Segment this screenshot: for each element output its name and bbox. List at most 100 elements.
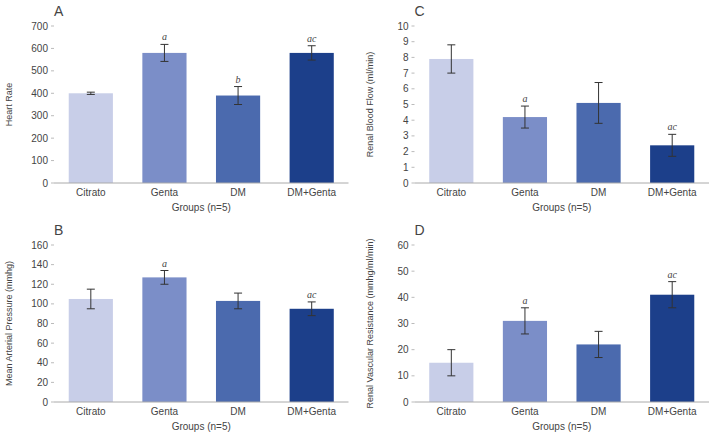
error-bar [521, 106, 529, 128]
panel-title: D [415, 222, 425, 238]
y-tick-label: 6 [403, 83, 409, 94]
significance-label: a [162, 258, 167, 269]
error-bars [447, 282, 676, 376]
y-tick-label: 2 [403, 146, 409, 157]
y-tick-label: 600 [31, 43, 48, 54]
x-tick-label: DM+Genta [287, 406, 336, 417]
significance-label: a [522, 93, 527, 104]
y-tick [51, 138, 54, 139]
error-bars [87, 271, 316, 316]
y-tick-label: 20 [397, 344, 409, 355]
y-tick-label: 100 [31, 298, 48, 309]
x-tick-label: DM [591, 187, 607, 198]
x-tick-label: Genta [511, 187, 539, 198]
error-bar [595, 83, 603, 124]
y-tick-label: 100 [31, 155, 48, 166]
y-tick [412, 323, 415, 324]
y-tick-label: 7 [403, 68, 409, 79]
error-bars [87, 44, 316, 104]
y-tick-label: 0 [403, 178, 409, 189]
y-tick-label: 0 [42, 178, 48, 189]
y-tick [51, 115, 54, 116]
y-tick [412, 41, 415, 42]
bar [290, 53, 334, 183]
y-tick-label: 0 [42, 397, 48, 408]
bar [650, 295, 694, 402]
bar [142, 277, 186, 402]
significance-label: ac [307, 289, 317, 300]
error-bar [87, 92, 95, 94]
significance-label: a [522, 295, 527, 306]
x-axis-label: Groups (n=5) [172, 202, 231, 213]
y-tick [51, 160, 54, 161]
x-tick-label: DM [591, 406, 607, 417]
y-tick [51, 323, 54, 324]
y-tick-label: 1 [403, 162, 409, 173]
y-axis-label: Mean Arterial Pressure (mmhg) [4, 261, 14, 386]
bar [69, 93, 113, 183]
y-tick-label: 500 [31, 65, 48, 76]
y-tick [51, 382, 54, 383]
y-tick [412, 151, 415, 152]
panel: D0102030405060Renal Vascular Resistance … [365, 222, 710, 432]
x-tick-label: DM+Genta [648, 406, 697, 417]
y-tick-label: 50 [397, 266, 409, 277]
x-axis-line [415, 402, 710, 403]
y-tick-label: 10 [397, 370, 409, 381]
y-tick [51, 48, 54, 49]
y-tick [412, 402, 415, 403]
significance-label: ac [307, 33, 317, 44]
x-axis-line [415, 183, 710, 184]
bars [429, 295, 694, 402]
significance-label: a [162, 31, 167, 42]
error-bar [308, 302, 316, 316]
y-tick [51, 362, 54, 363]
y-tick-label: 140 [31, 259, 48, 270]
x-axis-line [54, 402, 349, 403]
y-tick-label: 80 [37, 318, 49, 329]
bar [142, 53, 186, 183]
x-axis-label: Groups (n=5) [532, 421, 591, 432]
significance-label: ac [667, 269, 677, 280]
error-bar [87, 289, 95, 309]
x-tick-label: Citrato [76, 187, 106, 198]
x-tick-label: Genta [151, 406, 179, 417]
y-tick [51, 402, 54, 403]
error-bar [668, 282, 676, 308]
error-bar [447, 45, 455, 73]
y-tick-label: 60 [397, 240, 409, 251]
x-tick-label: DM+Genta [287, 187, 336, 198]
x-axis-line [54, 183, 349, 184]
error-bar [160, 271, 168, 285]
y-axis-label: Renal Blood Flow (ml/min) [365, 52, 375, 158]
error-bar [308, 46, 316, 60]
y-tick [412, 135, 415, 136]
bars [69, 277, 334, 402]
x-tick-label: DM [230, 406, 246, 417]
y-tick [412, 167, 415, 168]
x-axis-label: Groups (n=5) [532, 202, 591, 213]
y-tick-label: 300 [31, 110, 48, 121]
x-tick-label: Citrato [437, 406, 467, 417]
bar [216, 301, 260, 402]
error-bar [160, 44, 168, 61]
error-bar [595, 331, 603, 357]
y-tick-label: 4 [403, 115, 409, 126]
y-tick [412, 375, 415, 376]
bar [69, 299, 113, 402]
y-tick [412, 88, 415, 89]
y-tick [412, 73, 415, 74]
y-tick [51, 284, 54, 285]
error-bar [668, 134, 676, 156]
y-tick [51, 343, 54, 344]
y-tick-label: 400 [31, 88, 48, 99]
y-tick [412, 245, 415, 246]
bar [290, 309, 334, 402]
panel: A0100200300400500600700Heart RateabacCit… [4, 3, 349, 213]
y-axis-label: Heart Rate [4, 83, 14, 127]
figure: A0100200300400500600700Heart RateabacCit… [0, 0, 721, 438]
y-tick-label: 30 [397, 318, 409, 329]
significance-label: b [236, 74, 241, 85]
x-tick-label: Genta [511, 406, 539, 417]
y-tick-label: 700 [31, 21, 48, 32]
